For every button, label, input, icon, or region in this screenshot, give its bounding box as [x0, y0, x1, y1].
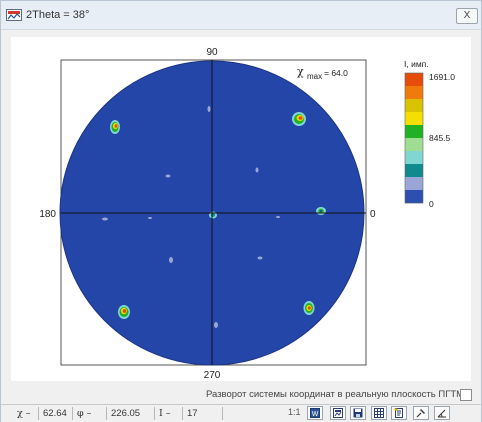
legend-swatch — [405, 138, 423, 152]
legend-title: I, имп. — [404, 59, 429, 69]
report-button[interactable] — [391, 406, 407, 420]
rotate-coordinates-label: Разворот системы координат в реальную пл… — [206, 389, 465, 400]
export-word-button[interactable]: W — [307, 406, 323, 420]
hot-spot-ul — [110, 120, 120, 134]
legend-frame — [404, 72, 424, 204]
pin-icon — [416, 409, 425, 418]
legend-swatch — [405, 164, 423, 178]
table-button[interactable] — [371, 406, 387, 420]
save-icon — [353, 408, 363, 418]
legend-swatch — [405, 177, 423, 191]
legend-max-label: 1691.0 — [429, 72, 455, 82]
legend-swatch — [405, 86, 423, 100]
window-title: 2Theta = 38° — [26, 9, 90, 21]
weak-spot — [169, 257, 173, 263]
pole-figure-plot[interactable]: 90 270 180 0 χ max = 64.0 I, имп. 1691.0… — [11, 37, 471, 381]
label-270: 270 — [204, 370, 221, 381]
legend-swatch — [405, 125, 423, 139]
intensity-spots — [102, 106, 326, 328]
save-button[interactable] — [350, 406, 366, 420]
plot-area: 90 270 180 0 χ max = 64.0 I, имп. 1691.0… — [11, 37, 471, 381]
svg-text:W: W — [312, 411, 319, 418]
word-icon: W — [310, 408, 320, 418]
weak-spot — [207, 106, 211, 112]
chi-max-sub: max — [307, 72, 322, 81]
measure-button[interactable] — [434, 406, 450, 420]
report-icon — [394, 408, 403, 418]
scale-indicator: 1:1 — [288, 407, 301, 417]
legend-mid-label: 845.5 — [429, 133, 451, 143]
legend-swatch — [405, 151, 423, 165]
status-phi-value: 226.05 — [107, 407, 155, 420]
weak-spot — [257, 256, 263, 260]
status-bar: χ – 62.64 φ – 226.05 I – 17 — [1, 404, 481, 422]
chi-max-value: = 64.0 — [324, 68, 348, 78]
image-icon — [333, 408, 343, 418]
measure-icon — [437, 409, 446, 418]
status-i-label: I – — [155, 407, 183, 420]
weak-spot — [214, 322, 218, 328]
weak-spot — [165, 174, 171, 178]
close-button[interactable]: X — [456, 8, 478, 24]
weak-spot — [255, 167, 259, 173]
legend-min-label: 0 — [429, 199, 434, 209]
pin-button[interactable] — [413, 406, 429, 420]
legend-swatch — [405, 99, 423, 113]
rotate-coordinates-checkbox[interactable] — [460, 389, 472, 401]
status-chi-value: 62.64 — [39, 407, 73, 420]
label-0: 0 — [370, 209, 376, 220]
legend-swatch — [405, 112, 423, 126]
weak-spot — [276, 216, 280, 218]
label-180: 180 — [39, 209, 56, 220]
label-90: 90 — [206, 47, 218, 58]
close-icon: X — [463, 10, 471, 21]
weak-spot — [148, 217, 152, 219]
status-i-value: 17 — [183, 407, 223, 420]
table-icon — [374, 408, 384, 418]
legend-swatch — [405, 73, 423, 87]
right-spot — [316, 207, 326, 215]
hot-spot-ur — [292, 112, 306, 126]
legend-swatch — [405, 190, 423, 204]
chi-symbol: χ — [297, 65, 304, 78]
legend-color-bar — [405, 73, 423, 204]
title-bar[interactable]: 2Theta = 38° X — [1, 1, 481, 30]
hot-spot-lr — [303, 301, 315, 315]
hot-spot-ll — [118, 305, 130, 319]
app-icon — [6, 9, 22, 21]
status-phi-label: φ – — [73, 407, 107, 420]
weak-spot — [102, 217, 108, 221]
export-image-button[interactable] — [330, 406, 346, 420]
status-chi-label: χ – — [13, 407, 39, 420]
